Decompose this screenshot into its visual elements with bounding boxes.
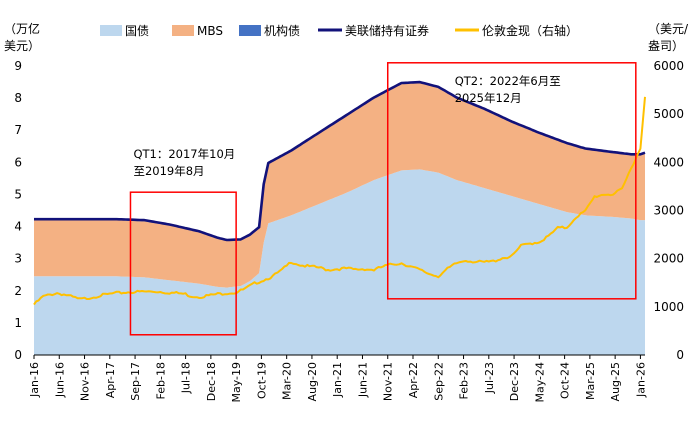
left-tick-label: 1 — [14, 316, 22, 330]
qt-label-1-line1: QT1：2017年10月 — [133, 147, 235, 161]
left-tick-label: 8 — [14, 91, 22, 105]
qt-label-2-line1: QT2：2022年6月至 — [455, 74, 561, 88]
x-tick-label: Mar-20 — [281, 362, 294, 400]
left-axis-unit-line2: 美元） — [4, 39, 40, 53]
line-gold — [33, 96, 646, 306]
x-tick-label: May-19 — [230, 362, 243, 403]
x-tick-label: Apr-17 — [104, 362, 117, 398]
x-tick-label: Oct-24 — [559, 362, 572, 399]
series-lines — [33, 80, 646, 306]
left-tick-label: 2 — [14, 284, 22, 298]
x-tick-label: Mar-25 — [584, 362, 597, 400]
x-tick-label: Dec-18 — [205, 362, 218, 401]
legend-swatch-agency — [239, 25, 261, 36]
x-tick-label: Jan-26 — [634, 362, 647, 398]
right-axis-unit-line2: 盎司） — [648, 39, 684, 53]
right-tick-label: 2000 — [653, 252, 684, 266]
right-axis-unit-line1: （美元/ — [648, 22, 689, 36]
line-fed-holdings — [34, 80, 646, 242]
x-tick-label: Dec-23 — [508, 362, 521, 401]
left-axis-unit-line1: （万亿 — [4, 21, 40, 36]
right-tick-label: 1000 — [653, 300, 684, 314]
x-tick-label: Jun-16 — [53, 362, 66, 398]
x-tick-label: Sep-22 — [432, 362, 445, 401]
axes: 0 1 2 3 4 5 6 7 8 9 0 1000 2000 3000 4000 5000 6000 Jan-1… — [14, 59, 684, 403]
x-tick-label: Aug-25 — [609, 362, 622, 401]
x-tick-label: Feb-23 — [458, 362, 471, 399]
right-tick-label: 0 — [676, 348, 684, 362]
legend-label-agency: 机构债 — [264, 23, 300, 38]
x-tick-label: Aug-20 — [306, 362, 319, 401]
x-tick-label: Jan-21 — [331, 362, 344, 398]
right-tick-label: 3000 — [653, 204, 684, 218]
legend-label-gold: 伦敦金现（右轴） — [482, 23, 578, 38]
qt-label-1-line2: 至2019年8月 — [133, 164, 204, 178]
x-tick-label: Nov-21 — [382, 362, 395, 401]
x-tick-label: Feb-18 — [154, 362, 167, 399]
legend-swatch-treasury — [100, 25, 122, 36]
x-tick-label: Nov-16 — [79, 362, 92, 401]
x-tick-label: Jun-21 — [357, 362, 370, 398]
area-treasury — [34, 169, 645, 355]
legend-label-treasury: 国债 — [125, 24, 149, 38]
left-tick-label: 0 — [14, 348, 22, 362]
right-tick-label: 6000 — [653, 59, 684, 73]
x-tick-label: Jan-16 — [28, 362, 41, 398]
x-tick-label: Jul-18 — [180, 362, 193, 394]
x-tick-label: Jul-23 — [483, 362, 496, 394]
qt-box-2 — [386, 62, 637, 300]
left-tick-label: 6 — [14, 155, 22, 169]
legend-swatch-mbs — [172, 25, 194, 36]
left-tick-label: 7 — [14, 123, 22, 137]
right-tick-label: 4000 — [653, 155, 684, 169]
qt-label-2-line2: 2025年12月 — [455, 91, 522, 105]
left-tick-label: 4 — [14, 220, 22, 234]
right-tick-label: 5000 — [653, 107, 684, 121]
legend: 国债 MBS 机构债 美联储持有证券 伦敦金现（右轴） — [100, 23, 578, 38]
x-tick-label: Apr-22 — [407, 362, 420, 398]
area-mbs — [34, 82, 645, 288]
legend-label-fed-holdings: 美联储持有证券 — [345, 23, 429, 38]
left-tick-label: 5 — [14, 187, 22, 201]
left-tick-label: 9 — [14, 59, 22, 73]
legend-label-mbs: MBS — [197, 24, 223, 38]
stacked-areas — [34, 81, 645, 355]
x-tick-label: Oct-19 — [255, 362, 268, 399]
left-tick-label: 3 — [14, 252, 22, 266]
qt-box-1 — [129, 191, 237, 336]
x-tick-label: Sep-17 — [129, 362, 142, 401]
x-tick-label: May-24 — [533, 362, 546, 403]
